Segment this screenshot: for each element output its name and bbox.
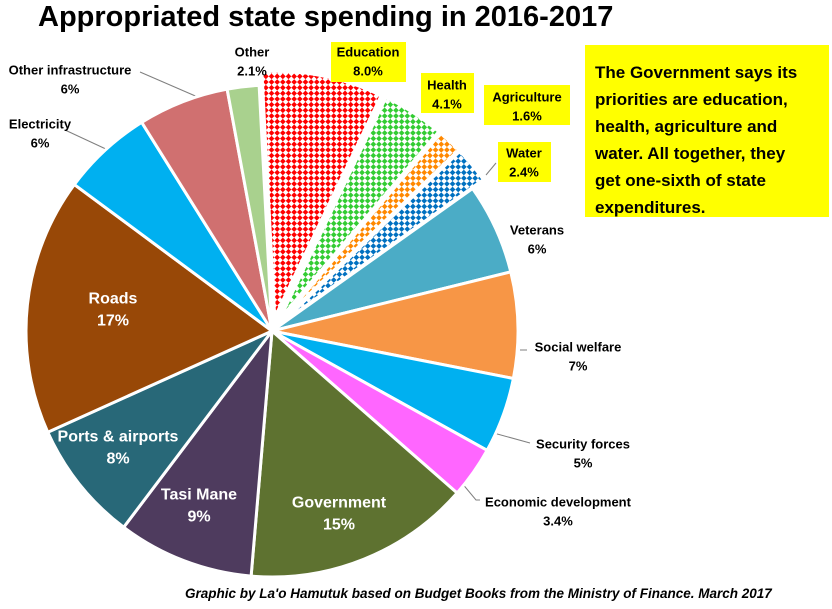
pie-slice-other [225,83,274,332]
slice-name-label: Government [292,495,387,512]
pie-slice-health [278,95,441,321]
slice-value-label: 4.1% [432,97,462,112]
slice-value-label: 3.4% [543,514,573,529]
slice-name-label: Social welfare [535,340,622,355]
leader-line [139,71,201,99]
slice-value-label: 6% [528,242,547,257]
slice-value-label: 15% [323,517,355,534]
note-line: expenditures. [595,198,706,217]
note-line: water. All together, they [595,144,786,163]
slice-name-label: Roads [89,291,138,308]
slice-name-label: Health [427,78,467,93]
slice-labels: Education 8.0% Health 4.1% Agriculture 1.6% Wa… [9,42,632,534]
slice-name-label: Economic development [485,495,632,510]
pie-slices [24,69,520,579]
slice-name-label: Tasi Mane [161,487,237,504]
pie-slice-water [281,149,486,324]
slice-value-label: 2.1% [237,64,267,79]
highlight-box [421,73,474,113]
pie-slice-agriculture [280,131,461,322]
priorities-note: The Government says its priorities are e… [585,45,829,217]
leader-line [485,162,497,176]
slice-name-label: Other [235,45,270,60]
slice-value-label: 8% [106,451,129,468]
highlight-box [331,42,406,82]
highlight-box [498,142,551,182]
source-credit: Graphic by La'o Hamutuk based on Budget … [185,586,772,601]
pie-slice-ports-airports [45,329,274,530]
leader-line [64,129,109,151]
chart-title: Appropriated state spending in 2016-2017 [38,1,614,33]
pie-slice-government [249,327,460,579]
slice-value-label: 8.0% [353,64,383,79]
note-line: The Government says its [595,63,798,82]
slice-value-label: 1.6% [512,109,542,124]
note-line: health, agriculture and [595,117,778,136]
note-line: priorities are education, [595,90,788,109]
highlight-box [484,85,570,125]
slice-value-label: 6% [61,82,80,97]
slice-value-label: 7% [569,359,588,374]
slice-value-label: 2.4% [509,165,539,180]
slice-name-label: Veterans [510,223,564,238]
slice-name-label: Other infrastructure [9,63,132,78]
slice-name-label: Security forces [536,437,630,452]
note-line: get one-sixth of state [595,171,766,190]
pie-slice-tasi-mane [121,325,274,578]
slice-value-label: 5% [574,456,593,471]
pie-slice-roads [24,182,275,435]
slice-name-label: Water [506,146,542,161]
slice-name-label: Education [337,45,400,60]
slice-value-label: 6% [31,136,50,151]
slice-name-label: Agriculture [492,90,561,105]
pie-slice-education [260,69,384,318]
slice-value-label: 9% [187,509,210,526]
slice-value-label: 17% [97,313,129,330]
pie-slice-social-welfare [271,270,520,381]
slice-name-label: Electricity [9,117,72,132]
slice-name-label: Ports & airports [58,429,179,446]
